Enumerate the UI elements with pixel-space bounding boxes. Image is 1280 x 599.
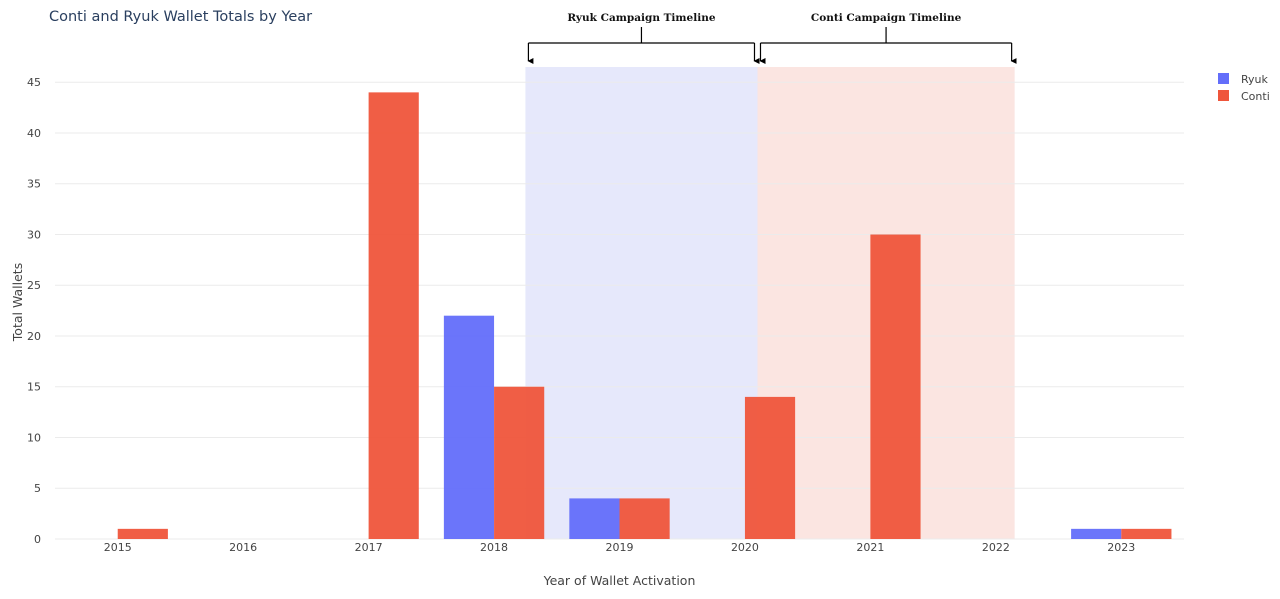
y-tick-20: 20 <box>27 330 41 343</box>
x-tick-2023: 2023 <box>1107 541 1135 554</box>
x-tick-2020: 2020 <box>731 541 759 554</box>
x-tick-2021: 2021 <box>856 541 884 554</box>
y-tick-25: 25 <box>27 279 41 292</box>
y-tick-15: 15 <box>27 381 41 394</box>
y-tick-35: 35 <box>27 178 41 191</box>
bar-conti-2015 <box>117 528 168 539</box>
timeline-bracket-1 <box>527 27 760 64</box>
bars <box>117 92 1172 539</box>
x-tick-2015: 2015 <box>104 541 132 554</box>
y-tick-45: 45 <box>27 76 41 89</box>
x-axis-ticks: 2015 2016 2017 2018 2019 2020 2021 2022 2023 <box>104 541 1136 554</box>
legend-swatch-ryuk <box>1218 73 1229 84</box>
bar-ryuk-2018 <box>443 315 495 539</box>
bar-ryuk-2023 <box>1071 528 1122 539</box>
x-tick-2022: 2022 <box>982 541 1010 554</box>
legend-swatch-conti <box>1218 90 1229 101</box>
y-axis-title: Total Wallets <box>10 263 25 342</box>
bar-conti-2017 <box>368 92 419 539</box>
bar-conti-2023 <box>1121 528 1172 539</box>
chart-title: Conti and Ryuk Wallet Totals by Year <box>49 9 312 25</box>
x-tick-2016: 2016 <box>229 541 257 554</box>
legend-item-conti[interactable]: Conti <box>1218 90 1270 103</box>
bar-ryuk-2019 <box>569 498 620 539</box>
bar-conti-2018 <box>494 386 545 539</box>
legend-label-conti: Conti <box>1241 90 1270 103</box>
legend-item-ryuk[interactable]: Ryuk <box>1218 73 1269 86</box>
x-tick-2017: 2017 <box>355 541 383 554</box>
y-tick-40: 40 <box>27 127 41 140</box>
timeline-label-2: Conti Campaign Timeline <box>811 12 962 24</box>
y-tick-0: 0 <box>34 533 41 546</box>
x-tick-2019: 2019 <box>606 541 634 554</box>
y-tick-5: 5 <box>34 482 41 495</box>
y-axis-ticks: 0 5 10 15 20 25 30 35 40 45 <box>27 76 41 546</box>
gridlines <box>55 81 1184 540</box>
bar-conti-2019 <box>619 498 670 539</box>
campaign-region-1 <box>525 67 758 539</box>
legend[interactable]: Ryuk Conti <box>1218 73 1270 103</box>
timeline-label-1: Ryuk Campaign Timeline <box>567 12 715 24</box>
bar-conti-2021 <box>870 234 921 539</box>
x-tick-2018: 2018 <box>480 541 508 554</box>
bar-conti-2020 <box>744 396 796 539</box>
legend-label-ryuk: Ryuk <box>1241 73 1269 86</box>
timeline-annotations: Ryuk Campaign Timeline Conti Campaign Tim… <box>527 12 1017 64</box>
y-tick-30: 30 <box>27 228 41 241</box>
x-axis-title: Year of Wallet Activation <box>543 573 696 588</box>
timeline-bracket-2 <box>759 27 1017 64</box>
y-tick-10: 10 <box>27 431 41 444</box>
